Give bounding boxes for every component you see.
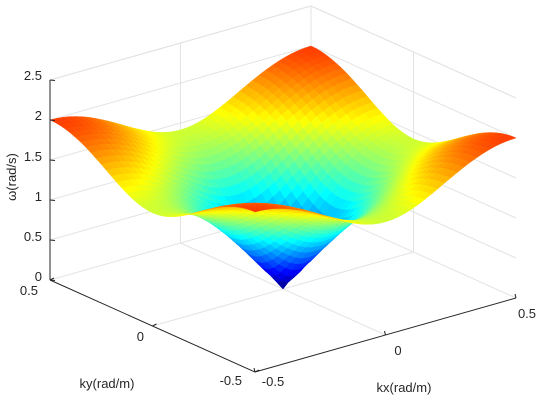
z-tick-label: 1.5 bbox=[24, 149, 42, 164]
ky-tick bbox=[152, 323, 157, 327]
surface bbox=[49, 45, 517, 290]
z-axis-label: ω(rad/s) bbox=[4, 153, 19, 201]
kx-axis-label: kx(rad/m) bbox=[377, 380, 432, 395]
axes-box bbox=[49, 79, 517, 373]
ky-tick-label: 0.5 bbox=[20, 283, 38, 298]
z-tick bbox=[49, 119, 56, 121]
kx-tick-labels: -0.5 0 0.5 bbox=[262, 306, 536, 389]
z-tick bbox=[49, 239, 56, 241]
z-tick bbox=[49, 159, 56, 161]
kx-tick bbox=[253, 367, 256, 373]
ky-tick-label: 0 bbox=[137, 329, 144, 344]
ky-tick bbox=[49, 277, 55, 281]
z-tick-labels: 0 0.5 1 1.5 2 2.5 bbox=[24, 68, 42, 284]
ky-tick bbox=[254, 369, 260, 373]
z-tick-label: 0 bbox=[35, 269, 42, 284]
z-tick bbox=[49, 79, 56, 81]
z-tick-label: 2 bbox=[35, 108, 42, 123]
ky-tick-label: -0.5 bbox=[220, 373, 242, 388]
kx-tick bbox=[384, 330, 386, 336]
kx-tick bbox=[514, 293, 517, 299]
kx-tick-label: 0.5 bbox=[518, 306, 536, 321]
kx-tick-label: -0.5 bbox=[262, 374, 284, 389]
kx-tick-label: 0 bbox=[394, 343, 401, 358]
z-tick-label: 0.5 bbox=[24, 229, 42, 244]
ky-tick-labels: 0.5 0 -0.5 bbox=[20, 283, 242, 388]
z-tick bbox=[49, 199, 56, 201]
ky-axis-label: ky(rad/m) bbox=[80, 376, 135, 391]
surface-patch bbox=[249, 208, 263, 213]
z-tick-label: 2.5 bbox=[24, 68, 42, 83]
z-tick-label: 1 bbox=[35, 189, 42, 204]
